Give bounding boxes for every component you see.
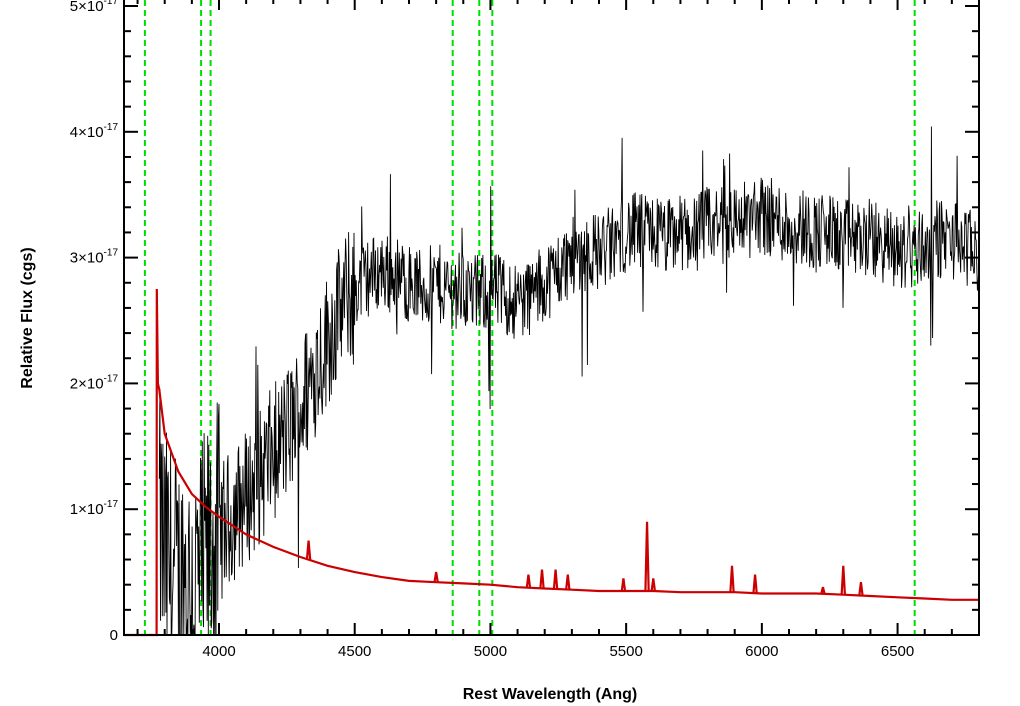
x-tick-label: 5500: [609, 643, 642, 660]
error-spectrum-spike: [650, 578, 657, 592]
y-tick-label: 4×10-17: [70, 122, 119, 141]
error-spectrum-line: [124, 288, 979, 637]
error-spectrum-spike: [552, 569, 559, 590]
y-tick-label: 2×10-17: [70, 373, 119, 392]
x-tick-label: 5000: [474, 643, 507, 660]
error-spectrum-spike: [539, 569, 545, 589]
observed-spectrum-line: [158, 126, 980, 637]
error-spectrum-spike: [858, 582, 864, 596]
plot-frame: [123, 0, 980, 636]
emission-line-markers: [143, 0, 916, 635]
error-spectrum-spike: [525, 574, 532, 588]
x-tick-label: 4000: [202, 643, 235, 660]
x-tick-label: 6500: [881, 643, 914, 660]
x-axis-title: Rest Wavelength (Ang): [463, 686, 638, 703]
x-tick-label: 6000: [745, 643, 778, 660]
y-tick-label: 1×10-17: [70, 499, 119, 518]
error-spectrum-spike: [305, 540, 312, 560]
error-spectrum-spike: [820, 586, 826, 595]
error-spectrum-spike: [565, 574, 571, 590]
series-layer: [124, 126, 980, 637]
error-spectrum-spike: [644, 521, 650, 591]
y-tick-label: 5×10-17: [70, 0, 119, 15]
error-spectrum-spike: [433, 571, 439, 583]
error-spectrum-spike: [729, 565, 735, 593]
y-tick-label: 3×10-17: [70, 248, 119, 267]
error-spectrum-spike: [620, 578, 627, 592]
y-axis-title: Relative Flux (cgs): [19, 247, 36, 388]
error-spectrum-spike: [840, 565, 847, 595]
y-tick-label: 0: [110, 627, 118, 644]
x-tick-label: 4500: [338, 643, 371, 660]
axes-layer: 4000 4500 5000 5500 6000 6500 0 1×10-17 2×10-17 3…: [70, 0, 980, 660]
error-spectrum-spike: [752, 574, 758, 594]
